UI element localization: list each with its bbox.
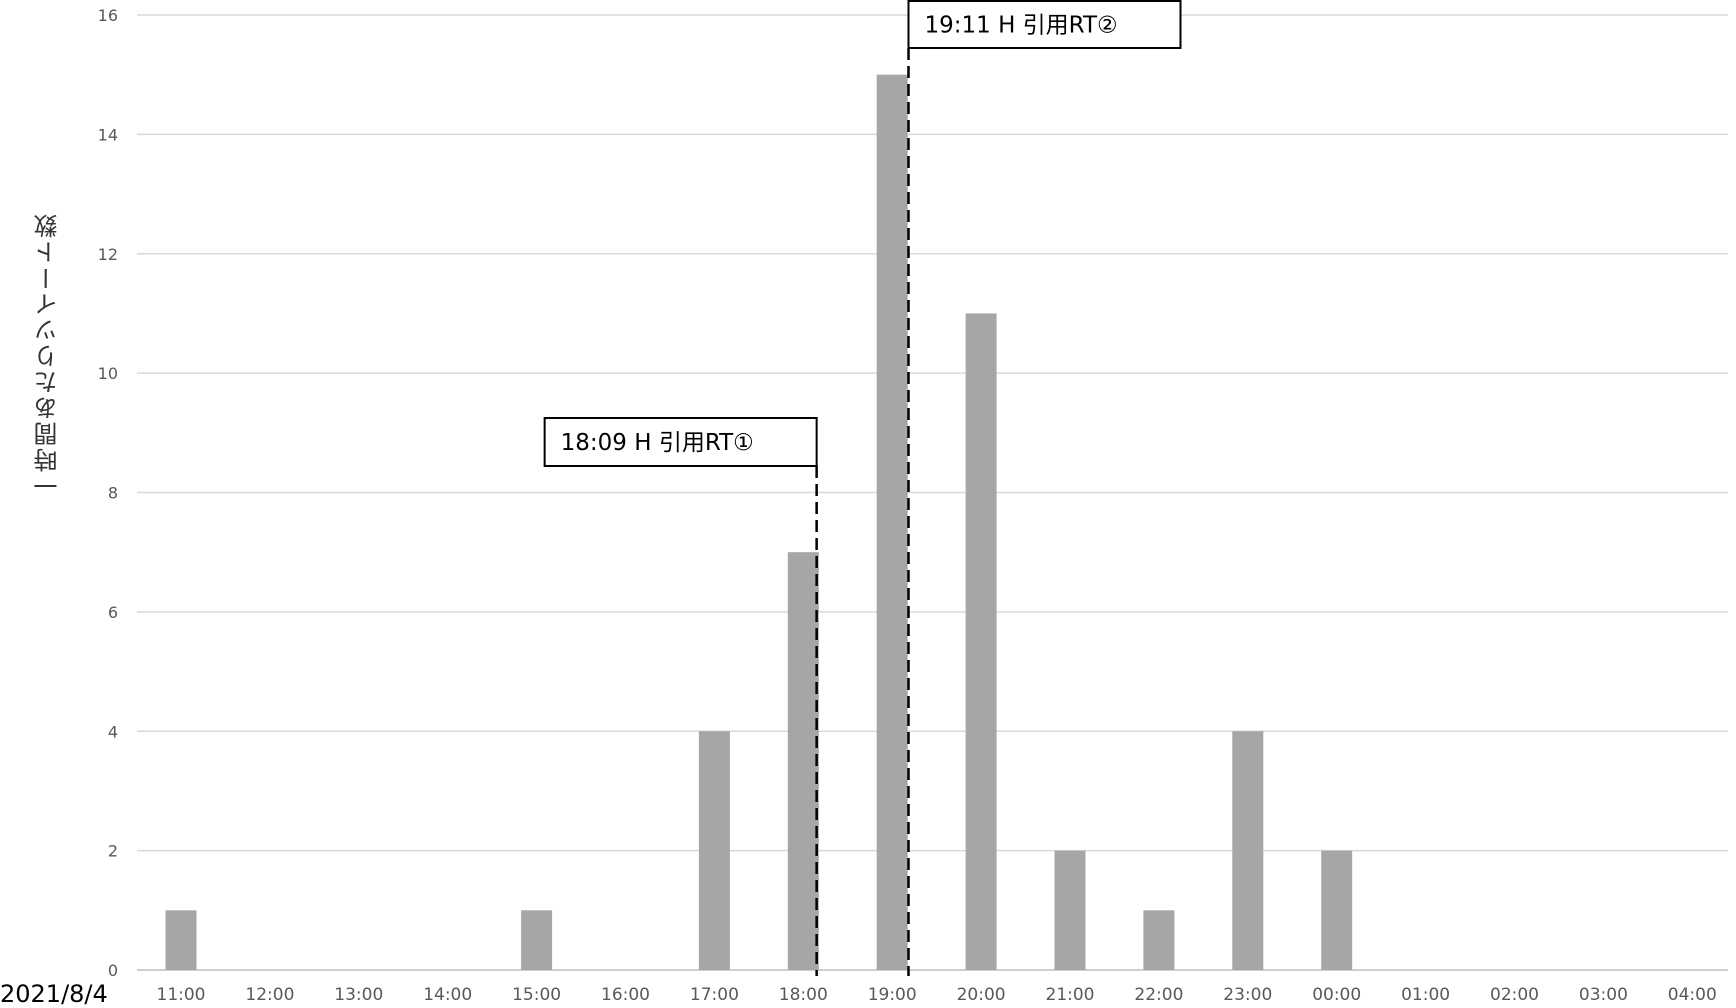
date-label: 2021/8/4 [0, 980, 108, 1008]
bar [1321, 850, 1353, 970]
y-tick-label: 10 [98, 364, 118, 383]
y-tick-label: 14 [98, 125, 118, 144]
x-tick-label: 15:00 [512, 985, 561, 1005]
y-axis-label: 一時間あたりツイート数 [12, 130, 82, 580]
bar [698, 731, 730, 970]
x-tick-label: 23:00 [1223, 985, 1272, 1005]
bar [1232, 731, 1264, 970]
x-tick-label: 17:00 [690, 985, 739, 1005]
x-tick-label: 12:00 [245, 985, 294, 1005]
bar [876, 74, 908, 970]
bar [1143, 910, 1175, 970]
y-tick-label: 16 [98, 6, 118, 25]
x-tick-label: 21:00 [1046, 985, 1095, 1005]
y-tick-label: 0 [108, 961, 118, 980]
annotation-label: 19:11 H 引用RT② [924, 13, 1117, 39]
bar [1054, 850, 1086, 970]
y-tick-label: 4 [108, 722, 118, 741]
bar [965, 313, 997, 970]
y-tick-label: 6 [108, 603, 118, 622]
y-tick-label: 12 [98, 245, 118, 264]
x-tick-label: 02:00 [1490, 985, 1539, 1005]
annotation-label: 18:09 H 引用RT① [561, 430, 754, 456]
x-tick-label: 22:00 [1134, 985, 1183, 1005]
x-tick-label: 11:00 [157, 985, 206, 1005]
x-tick-label: 20:00 [957, 985, 1006, 1005]
y-axis-label-text: 一時間あたりツイート数 [33, 212, 62, 498]
x-tick-label: 04:00 [1668, 985, 1717, 1005]
x-tick-label: 19:00 [868, 985, 917, 1005]
annotation-box [907, 0, 1182, 49]
x-tick-label: 18:00 [779, 985, 828, 1005]
x-tick-label: 16:00 [601, 985, 650, 1005]
x-tick-label: 14:00 [423, 985, 472, 1005]
x-tick-label: 13:00 [334, 985, 383, 1005]
y-tick-label: 2 [108, 842, 118, 861]
x-tick-label: 00:00 [1312, 985, 1361, 1005]
bar [521, 910, 553, 970]
x-tick-label: 03:00 [1579, 985, 1628, 1005]
x-tick-label: 01:00 [1401, 985, 1450, 1005]
y-tick-label: 8 [108, 484, 118, 503]
annotation-box [543, 417, 818, 467]
bar [165, 910, 197, 970]
bar [787, 552, 819, 970]
